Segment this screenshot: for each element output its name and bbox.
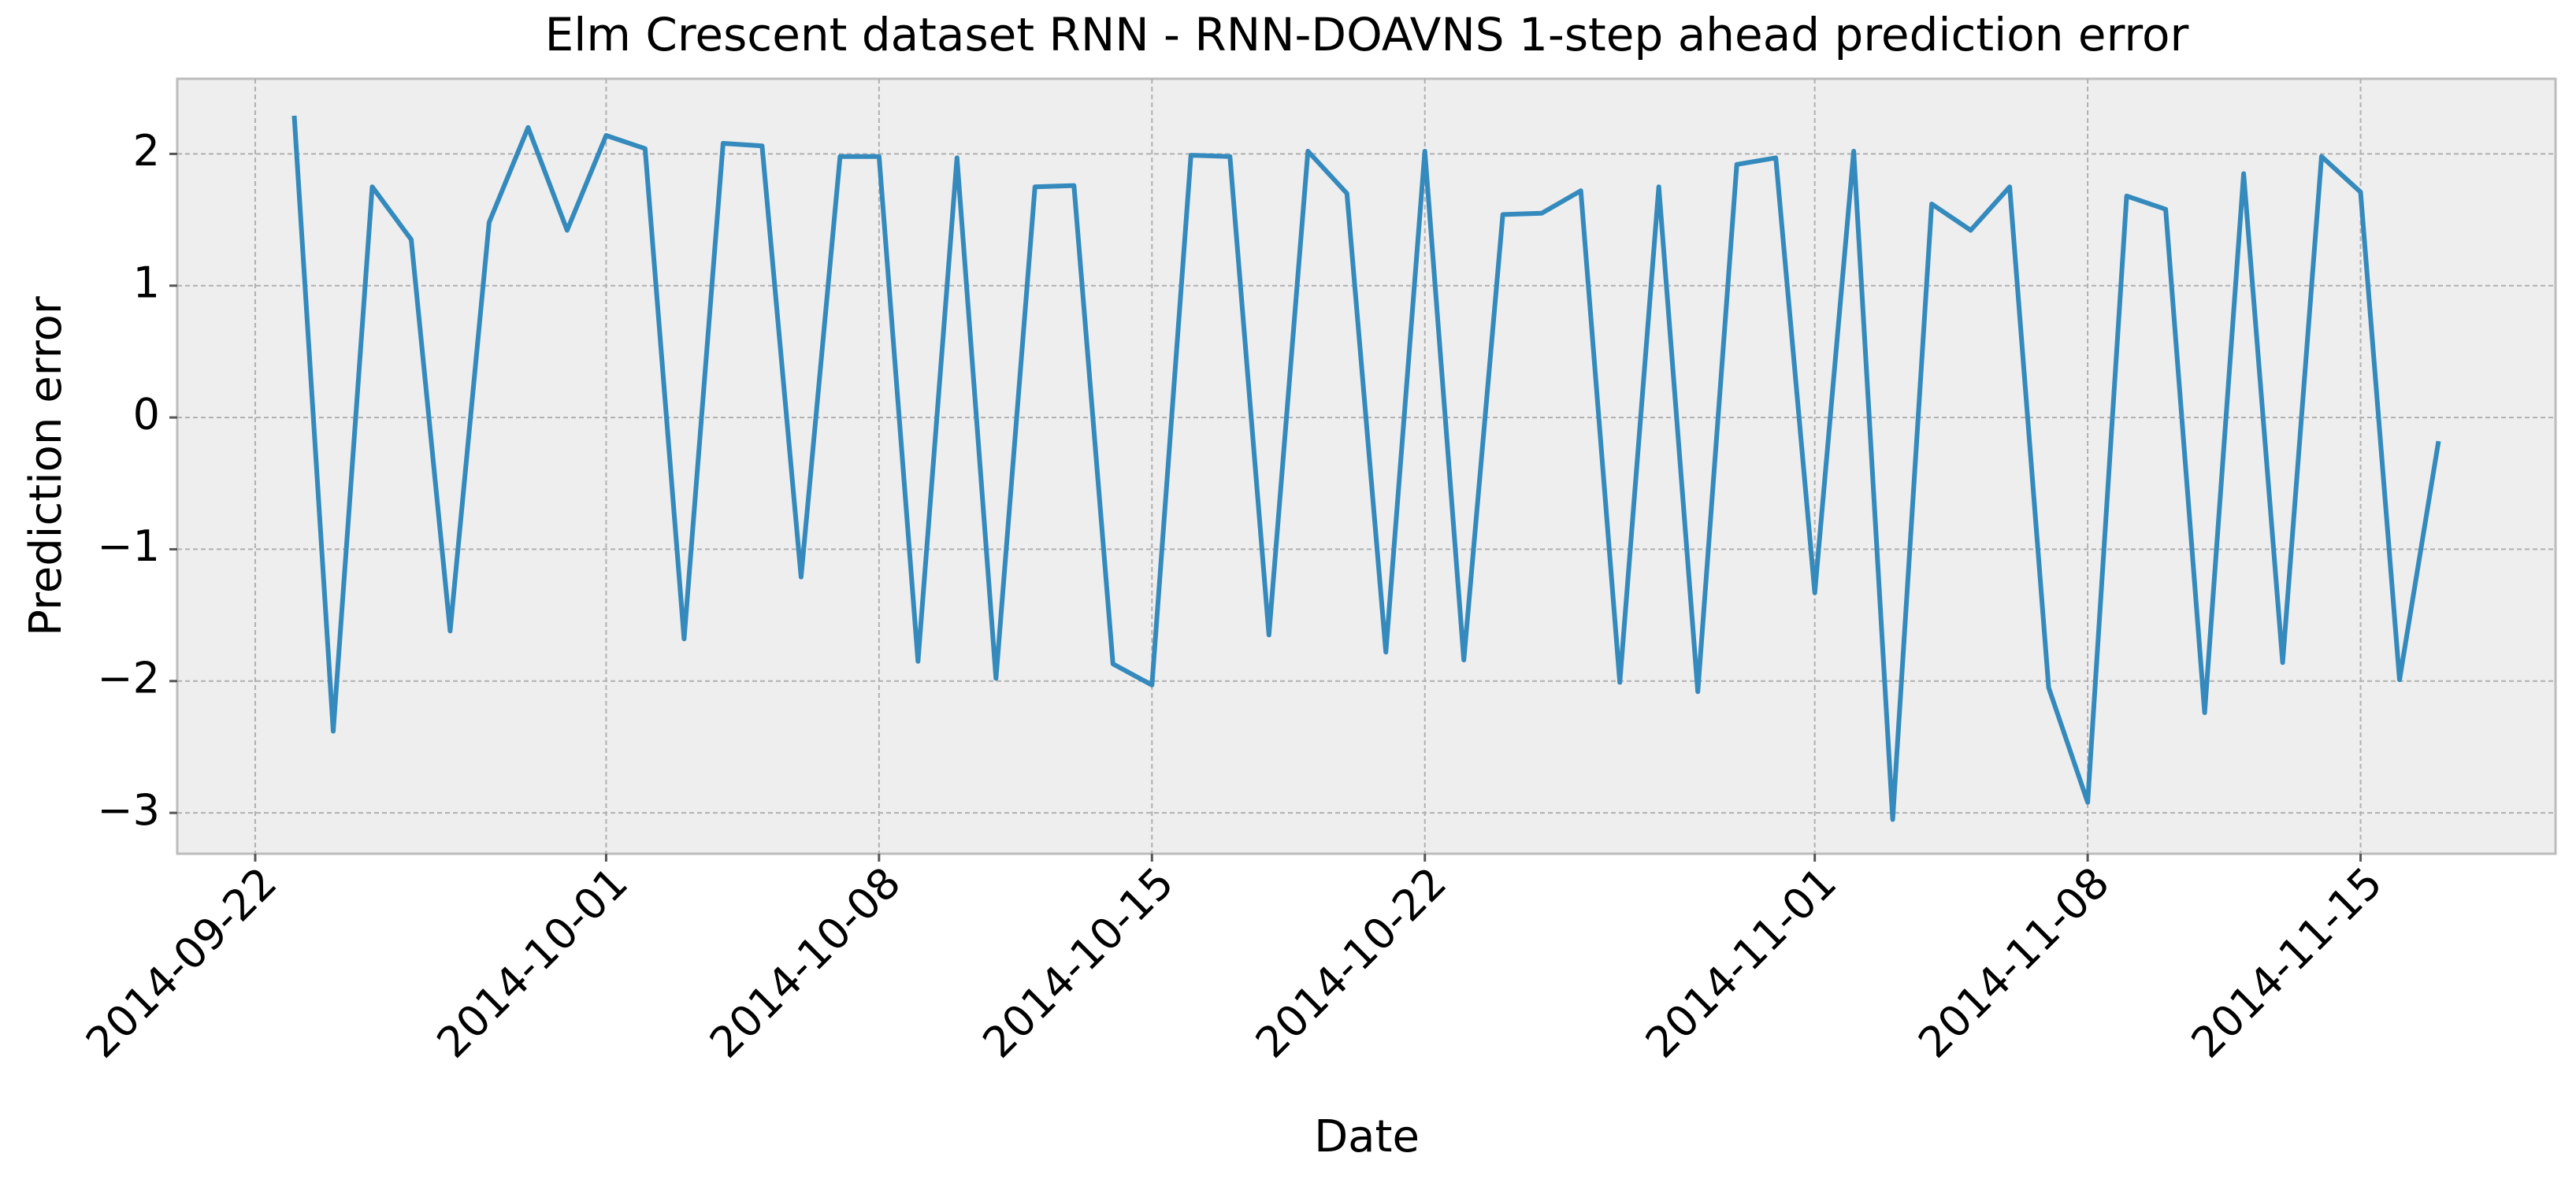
x-tick-label: 2014-10-22 — [1246, 858, 1456, 1067]
y-axis-label: Prediction error — [20, 295, 72, 636]
x-tick-label: 2014-10-01 — [427, 858, 637, 1067]
y-tick-label: 1 — [133, 258, 160, 307]
y-tick-label: −2 — [97, 653, 160, 703]
data-line — [291, 115, 2441, 822]
x-tick-label: 2014-11-08 — [1909, 858, 2118, 1067]
x-tick-label: 2014-10-08 — [700, 858, 910, 1067]
x-tick-label: 2014-09-22 — [76, 858, 286, 1067]
y-tick-label: 0 — [133, 390, 160, 439]
x-axis-label: Date — [1314, 1111, 1420, 1162]
x-tick-label: 2014-11-15 — [2182, 858, 2392, 1067]
y-tick-label: −3 — [97, 785, 160, 835]
y-tick-label: −1 — [97, 521, 160, 571]
x-tick-label: 2014-11-01 — [1636, 858, 1846, 1067]
y-tick-label: 2 — [133, 126, 160, 176]
plot-area — [176, 77, 2557, 855]
x-tick-label: 2014-10-15 — [973, 858, 1182, 1067]
chart-title: Elm Crescent dataset RNN - RNN-DOAVNS 1-… — [545, 8, 2189, 61]
